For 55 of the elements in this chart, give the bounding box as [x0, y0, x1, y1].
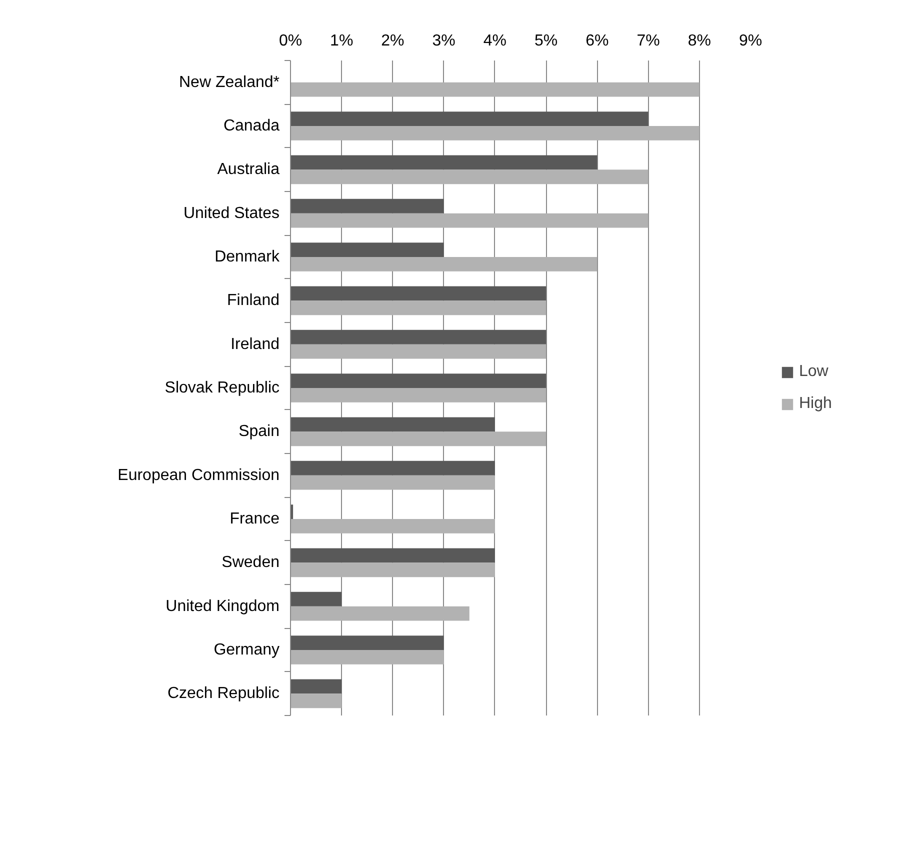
bar [290, 155, 598, 170]
x-tick-label: 0% [278, 32, 302, 50]
y-tick-label: European Commission [118, 466, 280, 484]
bar [290, 606, 470, 621]
bar [290, 257, 598, 272]
y-tick-label: Germany [214, 642, 280, 658]
x-tick-label: 2% [381, 32, 404, 50]
bar [290, 460, 495, 476]
bar [290, 519, 495, 534]
bar [290, 112, 648, 126]
y-tick-label: Ireland [230, 336, 280, 353]
bar [290, 344, 546, 359]
bar [290, 388, 546, 402]
bar [290, 198, 444, 214]
y-tick-label: France [230, 510, 280, 528]
y-tick-label: Czech Republic [167, 685, 280, 702]
y-tick-label: Spain [238, 423, 280, 440]
y-tick-label: Slovak Republic [164, 380, 280, 396]
x-tick-label: 3% [432, 32, 456, 50]
y-tick-label: Sweden [222, 554, 280, 572]
bar [290, 330, 546, 344]
bar [290, 679, 342, 694]
y-tick-label: United Kingdom [166, 598, 280, 615]
bar [290, 242, 444, 257]
legend-label: High [799, 394, 832, 412]
bar [290, 170, 648, 184]
bar [290, 548, 495, 563]
bar [290, 300, 546, 316]
bar [290, 126, 700, 140]
bar [290, 417, 495, 432]
y-tick-label: Canada [223, 118, 280, 134]
x-tick-label: 5% [534, 32, 558, 50]
bar [290, 562, 495, 578]
x-tick-label: 9% [738, 32, 762, 50]
y-tick-label: Denmark [214, 248, 280, 266]
bar [290, 636, 444, 650]
x-tick-label: 4% [483, 32, 507, 50]
x-tick-label: 8% [688, 32, 711, 50]
bar [290, 374, 546, 388]
bar [290, 694, 342, 708]
bar [290, 286, 546, 301]
y-tick-label: United States [183, 204, 280, 222]
x-tick-label: 7% [636, 32, 660, 50]
bar [290, 592, 342, 606]
bar [290, 650, 444, 664]
y-tick-label: New Zealand* [179, 74, 280, 91]
legend-label: Low [799, 362, 828, 380]
x-tick-label: 1% [330, 32, 354, 50]
bar [290, 213, 648, 228]
bar [290, 82, 700, 97]
bar [290, 432, 546, 446]
bar [290, 475, 495, 490]
y-tick-label: Australia [217, 161, 280, 178]
x-tick-label: 6% [586, 32, 609, 50]
y-tick-label: Finland [227, 292, 280, 310]
